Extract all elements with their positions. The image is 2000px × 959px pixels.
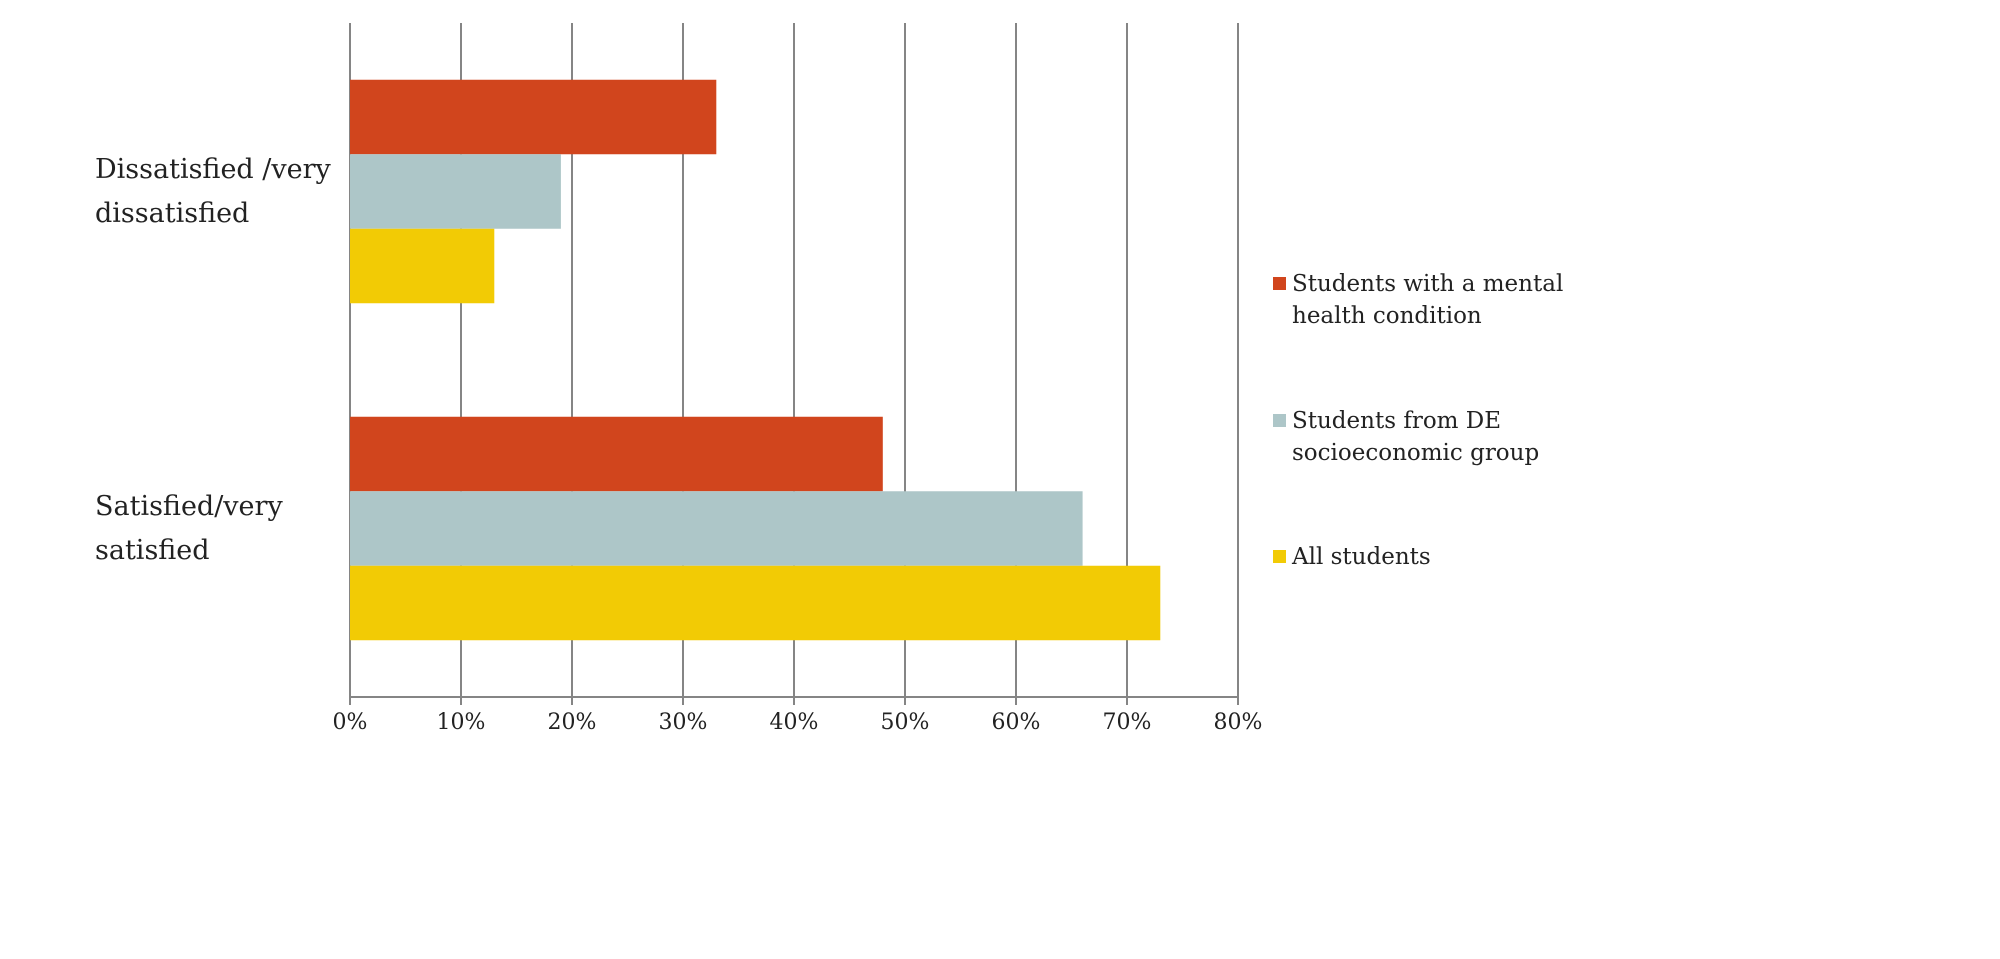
bar xyxy=(350,154,561,229)
x-tick-label: 50% xyxy=(881,710,930,735)
x-tick-label: 70% xyxy=(1103,710,1152,735)
bar xyxy=(350,228,495,304)
x-tick-label: 10% xyxy=(437,710,486,735)
x-tick-label: 40% xyxy=(770,710,819,735)
bar xyxy=(350,416,883,492)
x-tick-label: 60% xyxy=(992,710,1041,735)
legend-label: Students with a mental health condition xyxy=(1292,271,1564,329)
legend-swatch xyxy=(1273,414,1286,427)
x-tick-label: 80% xyxy=(1214,710,1263,735)
legend-swatch xyxy=(1273,550,1286,563)
x-tick-label: 30% xyxy=(659,710,708,735)
legend-swatch xyxy=(1273,277,1286,290)
bar xyxy=(350,565,1161,641)
bar xyxy=(350,79,717,155)
x-tick-label: 0% xyxy=(333,710,368,735)
legend-label: All students xyxy=(1292,544,1431,570)
bar xyxy=(350,491,1083,566)
legend-label: Students from DE socioeconomic group xyxy=(1292,408,1540,466)
category-label: Satisfied/very satisfied xyxy=(95,490,283,566)
x-tick-label: 20% xyxy=(548,710,597,735)
category-label: Dissatisfied /very dissatisfied xyxy=(95,153,331,229)
